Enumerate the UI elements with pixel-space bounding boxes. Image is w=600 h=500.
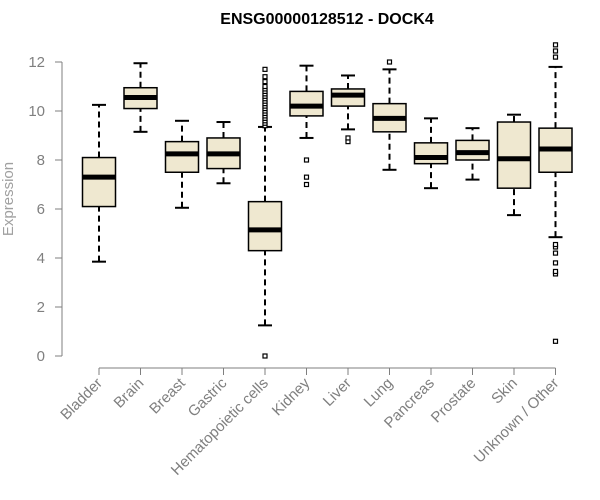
- iqr-box: [247, 200, 283, 252]
- iqr-box: [164, 140, 200, 173]
- outlier-point: [552, 250, 559, 256]
- iqr-box: [413, 142, 449, 165]
- box-lung: [372, 59, 407, 171]
- box-bladder: [81, 103, 117, 263]
- outlier-point: [262, 83, 268, 90]
- box-unknown-other: [538, 42, 573, 344]
- y-tick-label: 4: [37, 250, 45, 267]
- iqr-box: [496, 121, 532, 189]
- outlier-point: [552, 241, 559, 248]
- outlier-point: [552, 42, 559, 48]
- box-brain: [123, 62, 158, 133]
- x-tick-label: Bladder: [57, 375, 106, 424]
- x-tick-label: Brain: [111, 375, 148, 412]
- outlier-point: [303, 181, 310, 188]
- outlier-point: [386, 59, 393, 65]
- y-tick-label: 2: [37, 299, 45, 316]
- x-tick-label: Skin: [488, 375, 521, 408]
- y-tick-label: 8: [37, 152, 45, 169]
- y-tick-label: 10: [28, 103, 45, 120]
- y-axis-title: Expression: [0, 162, 17, 236]
- outlier-point: [262, 353, 268, 359]
- outlier-point: [262, 78, 268, 85]
- y-axis: 0 2 4 6 8 10 12: [28, 54, 63, 365]
- outlier-point: [303, 174, 310, 180]
- box-gastric: [206, 121, 241, 185]
- outlier-point: [552, 260, 559, 266]
- x-tick-label: Breast: [146, 374, 189, 417]
- x-tick-label: Kidney: [269, 374, 314, 419]
- boxes-layer: [81, 42, 573, 359]
- box-skin: [496, 113, 532, 217]
- outlier-point: [303, 157, 310, 163]
- outlier-point: [552, 338, 559, 344]
- box-kidney: [289, 64, 324, 188]
- chart-title: ENSG00000128512 - DOCK4: [220, 11, 434, 28]
- box-pancreas: [413, 117, 449, 190]
- box-prostate: [455, 127, 490, 181]
- y-tick-label: 12: [28, 54, 45, 71]
- y-tick-label: 0: [37, 348, 45, 365]
- outlier-point: [552, 268, 559, 275]
- outlier-point: [262, 74, 268, 80]
- x-tick-label: Liver: [320, 375, 355, 410]
- box-hematopoietic-cells: [247, 66, 283, 359]
- y-tick-label: 6: [37, 201, 45, 218]
- outlier-point: [552, 54, 559, 60]
- outlier-point: [262, 66, 268, 72]
- x-tick-label: Prostate: [428, 375, 480, 427]
- outlier-point: [552, 48, 559, 54]
- x-tick-label: Lung: [361, 375, 397, 411]
- box-breast: [164, 119, 200, 209]
- outlier-point: [345, 135, 351, 141]
- iqr-box: [81, 156, 117, 208]
- box-liver: [330, 74, 366, 145]
